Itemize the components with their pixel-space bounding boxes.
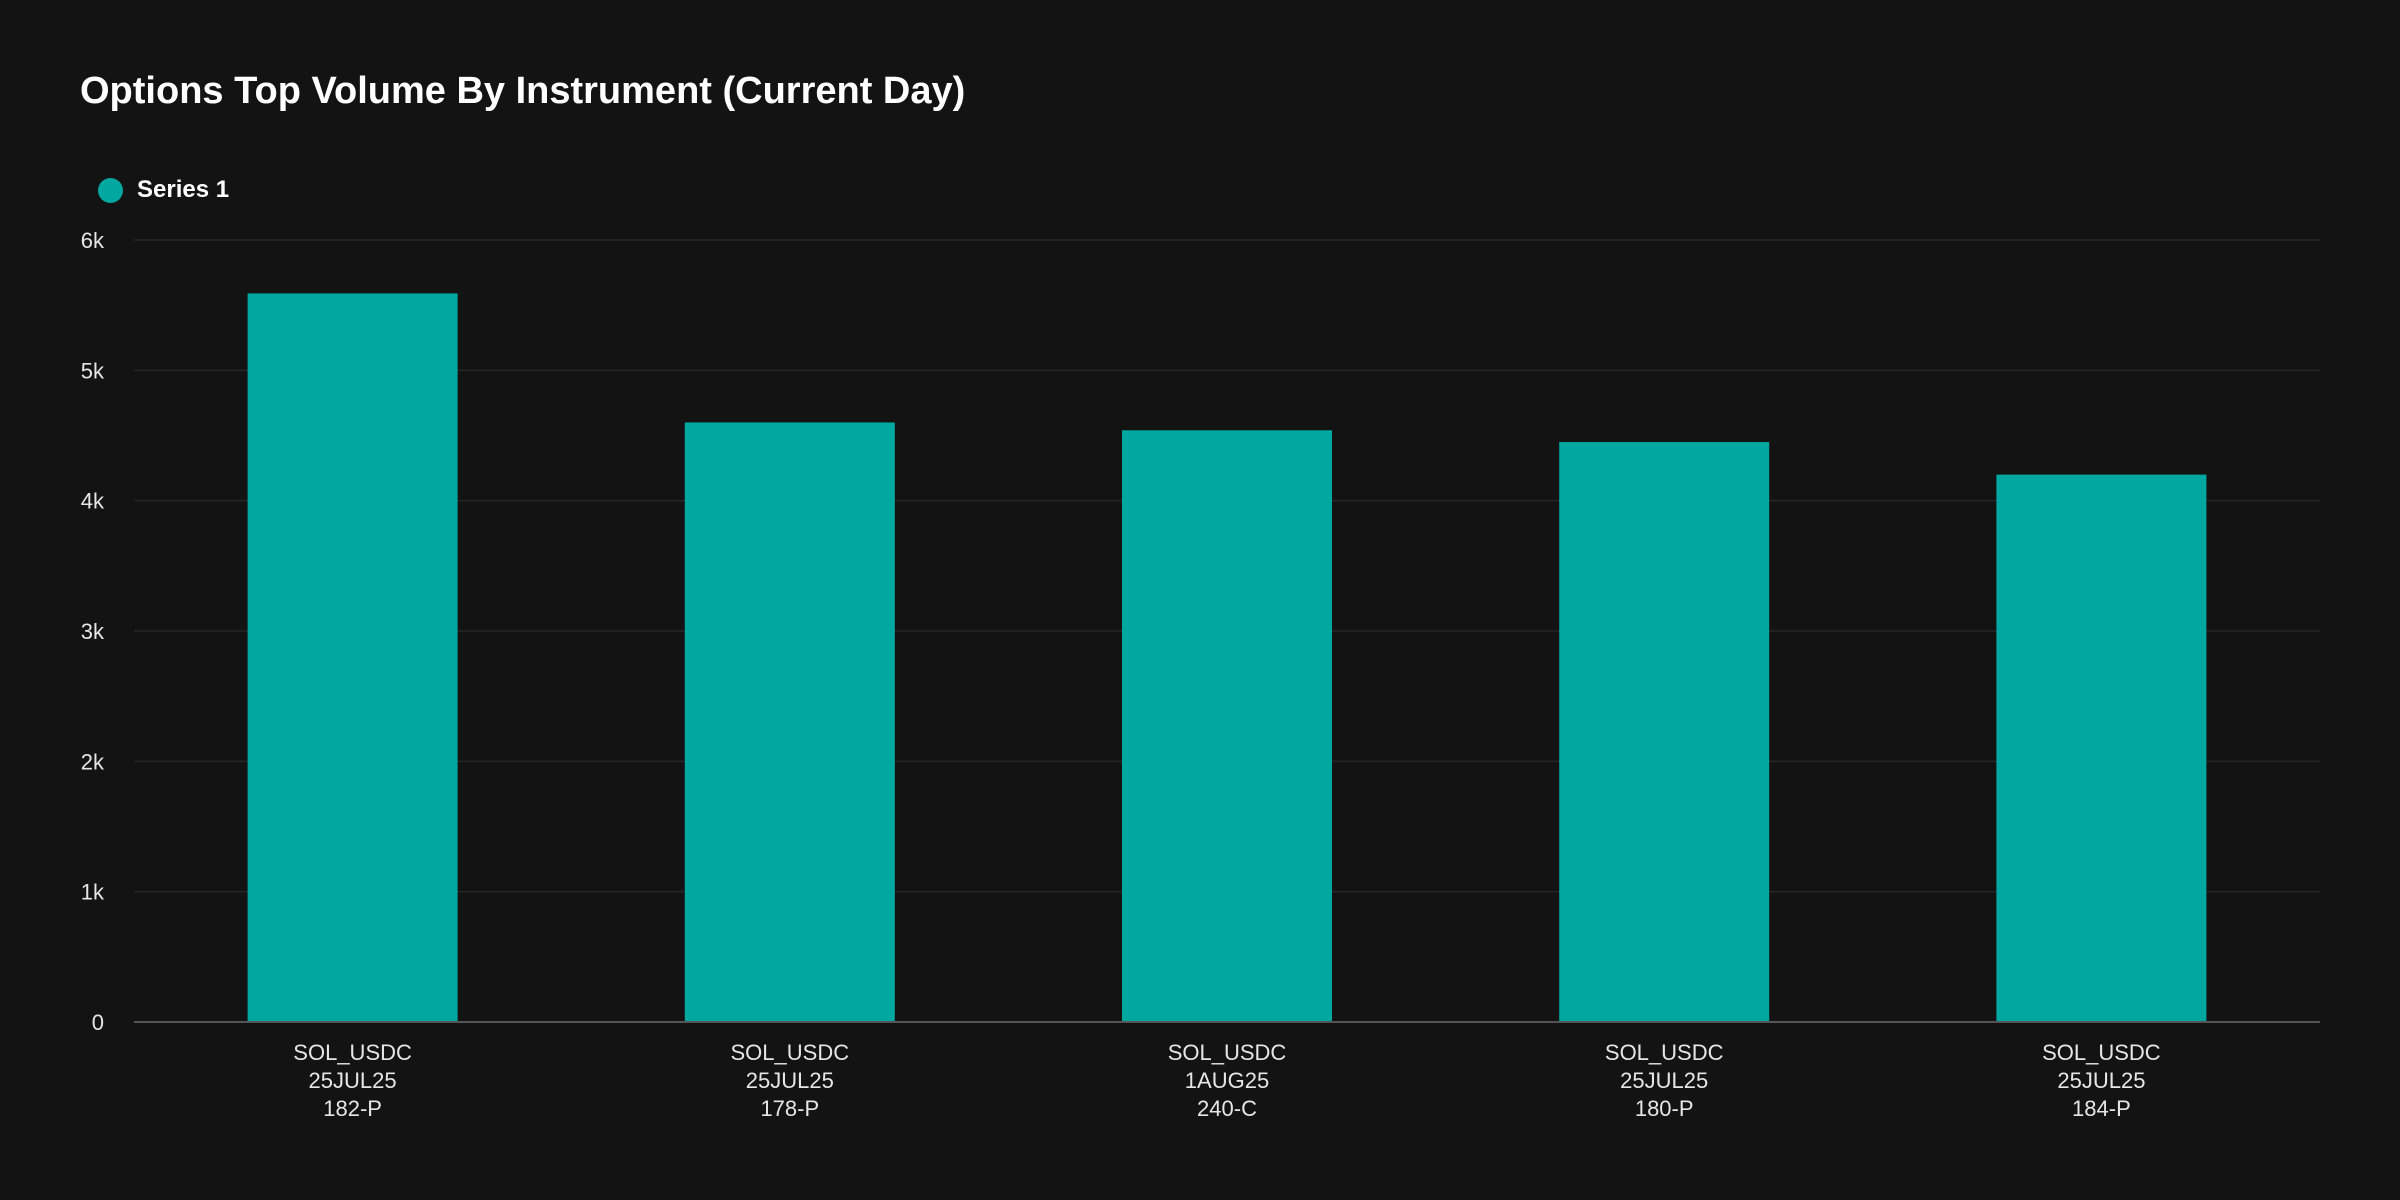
legend-label: Series 1	[137, 176, 230, 203]
x-tick-label: 25JUL25	[1620, 1068, 1708, 1093]
x-tick-label: 1AUG25	[1185, 1068, 1269, 1093]
x-tick-label: SOL_USDC	[1168, 1040, 1287, 1065]
x-tick-label: 25JUL25	[2057, 1068, 2145, 1093]
x-tick-label: 25JUL25	[309, 1068, 397, 1093]
y-tick-label: 3k	[81, 619, 105, 644]
x-tick-label: 180-P	[1635, 1096, 1694, 1121]
x-tick-label: 184-P	[2072, 1096, 2131, 1121]
y-tick-label: 1k	[81, 880, 105, 905]
x-tick-label: 240-C	[1197, 1096, 1257, 1121]
bar	[247, 293, 458, 1023]
x-tick-label: SOL_USDC	[731, 1040, 850, 1065]
legend[interactable]: Series 1	[98, 176, 229, 204]
x-tick-label: SOL_USDC	[2042, 1040, 2161, 1065]
x-tick-label: SOL_USDC	[1605, 1040, 1724, 1065]
chart-title: Options Top Volume By Instrument (Curren…	[80, 70, 966, 112]
y-tick-label: 4k	[81, 489, 105, 514]
y-tick-label: 2k	[81, 749, 105, 774]
x-tick-label: 178-P	[760, 1096, 819, 1121]
y-tick-label: 5k	[81, 358, 105, 383]
bar	[684, 422, 895, 1022]
bar	[1996, 474, 2207, 1023]
bar	[1122, 430, 1332, 1023]
bar	[1559, 442, 1770, 1022]
x-tick-label: 182-P	[323, 1096, 382, 1121]
y-tick-label: 0	[92, 1010, 104, 1035]
y-tick-label: 6k	[81, 228, 105, 253]
legend-swatch	[98, 177, 123, 203]
x-tick-label: 25JUL25	[746, 1068, 834, 1093]
x-tick-label: SOL_USDC	[293, 1040, 412, 1065]
